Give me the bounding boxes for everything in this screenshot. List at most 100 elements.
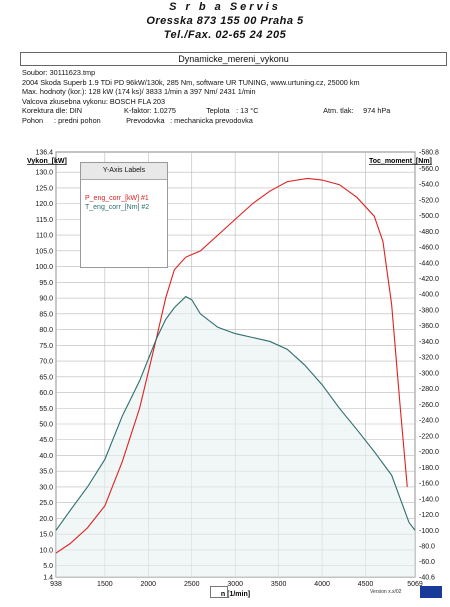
info-temp-label: Teplota (206, 106, 230, 116)
y-left-tick-label: 40.0 (39, 453, 53, 460)
version-label: Version x.x/02 (370, 589, 402, 595)
x-tick-label: 3500 (271, 581, 287, 588)
y-right-tick-label: -240.0 (419, 418, 439, 425)
y-left-tick-label: 80.0 (39, 327, 53, 334)
y-right-tick-label: -360.0 (419, 323, 439, 330)
y-left-tick-label: 50.0 (39, 422, 53, 429)
y-right-tick-label: -480.0 (419, 229, 439, 236)
test-info: Soubor: 30111623.tmp 2004 Skoda Superb 1… (22, 68, 442, 126)
power-series-line (55, 177, 408, 554)
y-left-tick-label: 95.0 (39, 280, 53, 287)
x-tick-label: 4000 (314, 581, 330, 588)
info-pressure-value: 974 hPa (363, 106, 391, 116)
y-right-tick-label: -440.0 (419, 260, 439, 267)
y-left-tick-label: 45.0 (39, 437, 53, 444)
legend[interactable]: Y-Axis Labels P_eng_corr_[kW] #1 T_eng_c… (80, 162, 168, 268)
y-left-tick-label: 35.0 (39, 469, 53, 476)
info-gearbox-label: Prevodovka (126, 115, 165, 125)
y-left-tick-label: 100.0 (35, 264, 53, 271)
y-left-tick-label: 55.0 (39, 406, 53, 413)
y-left-tick-label: 70.0 (39, 359, 53, 366)
x-tick-label: 2000 (141, 581, 157, 588)
info-gearbox-value: : mechanicka prevodovka (170, 115, 253, 125)
y-right-tick-label: -580.8 (419, 150, 439, 157)
y-right-tick-label: -500.0 (419, 213, 439, 220)
company-phone: Tel./Fax. 02-65 24 205 (163, 29, 287, 41)
y-right-tick-label: -280.0 (419, 386, 439, 393)
y-right-tick-label: -160.0 (419, 481, 439, 488)
y-left-tick-label: 110.0 (36, 233, 53, 240)
eu-flag-icon (420, 586, 442, 598)
y-right-tick-label: -320.0 (419, 355, 439, 362)
y-right-tick-label: -200.0 (419, 449, 439, 456)
footer: Version x.x/02 (0, 586, 450, 600)
y-left-tick-label: 5.0 (43, 563, 53, 570)
y-right-tick-label: -40.6 (419, 575, 435, 582)
y-left-tick-label: 125.0 (35, 185, 53, 192)
y-left-tick-label: 65.0 (39, 374, 53, 381)
info-correction: Korektura dle: DIN (22, 106, 83, 116)
y-right-tick-label: -60.0 (419, 559, 435, 566)
header: S r b a Servis Oresska 873 155 00 Praha … (0, 0, 450, 42)
y-right-tick-label: -100.0 (419, 528, 439, 535)
y-right-tick-label: -260.0 (419, 402, 439, 409)
y-left-tick-label: 15.0 (39, 532, 53, 539)
y-left-tick-label: 115.0 (36, 217, 53, 224)
y-right-tick-label: -180.0 (419, 465, 439, 472)
y-right-tick-label: -380.0 (419, 307, 439, 314)
y-right-tick-label: -420.0 (419, 276, 439, 283)
info-file: Soubor: 30111623.tmp (22, 68, 96, 77)
y-left-axis-label: Vykon_[kW] (27, 158, 67, 165)
y-left-tick-label: 130.0 (35, 170, 53, 177)
y-left-tick-label: 85.0 (39, 311, 53, 318)
y-right-tick-label: -520.0 (419, 197, 439, 204)
x-axis-label: n [1/min] (221, 591, 250, 598)
y-left-tick-label: 1.4 (43, 575, 53, 582)
y-right-axis-label: Toc_moment_[Nm] (369, 158, 432, 165)
y-left-tick-label: 25.0 (39, 500, 53, 507)
y-left-tick-label: 10.0 (39, 547, 53, 554)
info-kfactor: K-faktor: 1.0275 (124, 106, 176, 116)
legend-item-power[interactable]: P_eng_corr_[kW] #1 (85, 195, 149, 202)
y-left-tick-label: 105.0 (35, 248, 53, 255)
y-left-tick-label: 60.0 (39, 390, 53, 397)
y-right-tick-label: -120.0 (419, 512, 439, 519)
y-left-tick-label: 30.0 (39, 484, 53, 491)
company-name: S r b a Servis (169, 1, 281, 13)
info-dyno: Valcova zkusebna vykonu: BOSCH FLA 203 (22, 96, 166, 106)
info-correction-row: Korektura dle: DIN K-faktor: 1.0275 Tepl… (22, 106, 442, 116)
y-left-tick-label: 120.0 (35, 201, 53, 208)
x-tick-label: 1500 (97, 581, 113, 588)
print-icon[interactable] (210, 586, 228, 598)
torque-series-line (55, 295, 416, 531)
x-tick-label: 3000 (227, 581, 243, 588)
y-right-tick-label: -140.0 (419, 496, 439, 503)
info-car: 2004 Skoda Superb 1.9 TDi PD 96kW/130k, … (22, 77, 360, 87)
legend-item-torque[interactable]: T_eng_corr_[Nm] #2 (85, 204, 150, 211)
y-right-tick-label: -340.0 (419, 339, 439, 346)
info-drive-value: : predni pohon (54, 115, 101, 125)
info-drive-label: Pohon (22, 115, 44, 125)
y-right-tick-label: -460.0 (419, 245, 439, 252)
y-left-tick-label: 75.0 (39, 343, 53, 350)
y-left-tick-label: 136.4 (35, 150, 53, 157)
x-tick-label: 938 (50, 581, 62, 588)
company-address: Oresska 873 155 00 Praha 5 (146, 15, 304, 27)
y-left-tick-label: 20.0 (39, 516, 53, 523)
y-right-tick-label: -400.0 (419, 292, 439, 299)
x-tick-label: 2500 (184, 581, 200, 588)
y-right-tick-label: -300.0 (419, 370, 439, 377)
y-left-tick-label: 90.0 (39, 296, 53, 303)
x-tick-label: 5069 (407, 581, 423, 588)
legend-title: Y-Axis Labels (81, 163, 167, 180)
info-max: Max. hodnoty (kor.): 128 kW (174 ks)/ 38… (22, 87, 256, 97)
y-right-tick-label: -220.0 (419, 433, 439, 440)
info-pressure-label: Atm. tlak: (323, 106, 354, 116)
info-drive-row: Pohon : predni pohon Prevodovka : mechan… (22, 116, 442, 126)
y-right-tick-label: -560.0 (419, 166, 439, 173)
x-tick-label: 4500 (358, 581, 374, 588)
info-temp-value: : 13 °C (236, 106, 259, 116)
y-right-tick-label: -80.0 (419, 544, 435, 551)
